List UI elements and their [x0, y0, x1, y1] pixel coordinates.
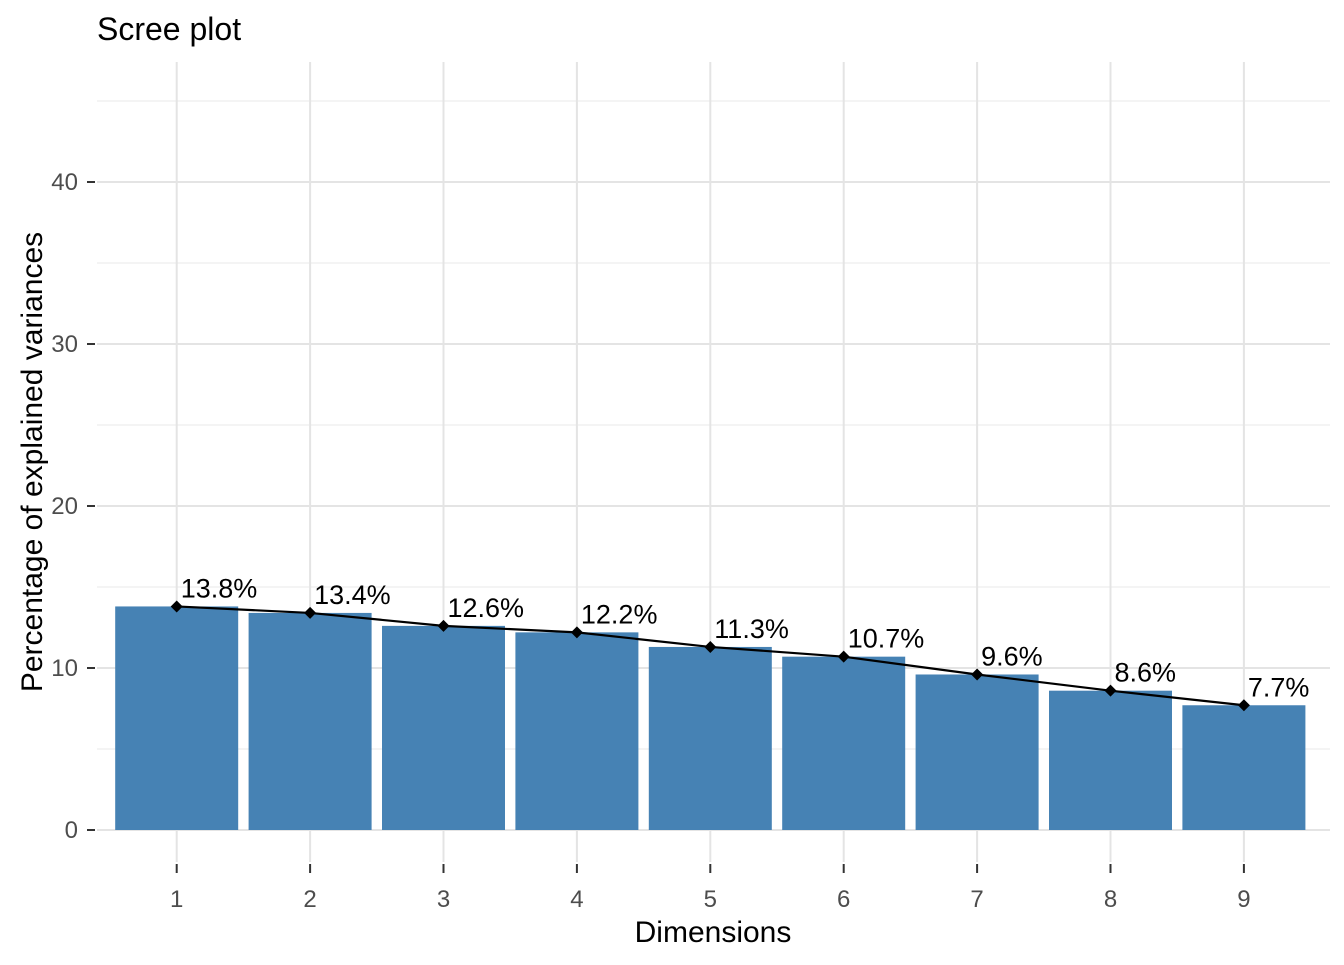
point-marker — [170, 600, 183, 613]
x-axis-title: Dimensions — [635, 916, 792, 949]
bar — [115, 606, 239, 830]
bar — [915, 674, 1039, 830]
point-marker — [437, 619, 450, 632]
bars-layer — [115, 606, 1306, 830]
point-marker — [704, 640, 717, 653]
x-tick-label: 1 — [170, 886, 183, 913]
bar — [1182, 705, 1306, 830]
bar — [782, 656, 906, 830]
x-tick-label: 4 — [570, 886, 583, 913]
y-tick-label: 0 — [65, 817, 78, 844]
bar — [382, 625, 505, 830]
x-tick-label: 9 — [1237, 886, 1250, 913]
x-tick-label: 8 — [1104, 886, 1117, 913]
point-marker — [1237, 699, 1250, 712]
point-label: 10.7% — [848, 624, 925, 654]
chart-title: Scree plot — [97, 11, 241, 47]
point-marker — [1104, 684, 1117, 697]
x-tick-label: 6 — [837, 886, 850, 913]
point-label: 13.8% — [181, 573, 258, 603]
axes-layer: 1 2 3 4 5 6 7 8 9 0 10 20 30 40 — [51, 169, 1250, 913]
y-tick-label: 30 — [51, 331, 78, 358]
point-marker — [304, 606, 317, 619]
point-marker — [570, 626, 583, 639]
bar — [515, 632, 639, 830]
bar — [248, 612, 372, 830]
y-tick-label: 20 — [51, 493, 78, 520]
point-labels-layer: 13.8% 13.4% 12.6% 12.2% 11.3% 10.7% 9.6% 8.6% 7.… — [181, 573, 1310, 702]
x-tick-label: 7 — [970, 886, 983, 913]
point-label: 13.4% — [314, 580, 391, 610]
point-label: 11.3% — [714, 614, 789, 644]
points-layer — [170, 600, 1250, 712]
y-tick-label: 10 — [51, 655, 78, 682]
x-tick-label: 3 — [437, 886, 450, 913]
point-marker — [971, 668, 984, 681]
point-label: 9.6% — [981, 641, 1043, 671]
point-marker — [837, 650, 850, 663]
x-tick-label: 2 — [303, 886, 316, 913]
x-tick-label: 5 — [704, 886, 717, 913]
point-label: 12.2% — [581, 599, 658, 629]
y-axis-title: Percentage of explained variances — [16, 232, 49, 692]
point-label: 8.6% — [1115, 658, 1177, 688]
bar — [648, 646, 772, 830]
point-label: 12.6% — [448, 593, 525, 623]
bar — [1049, 690, 1172, 830]
point-label: 7.7% — [1248, 672, 1310, 702]
y-tick-label: 40 — [51, 169, 78, 196]
